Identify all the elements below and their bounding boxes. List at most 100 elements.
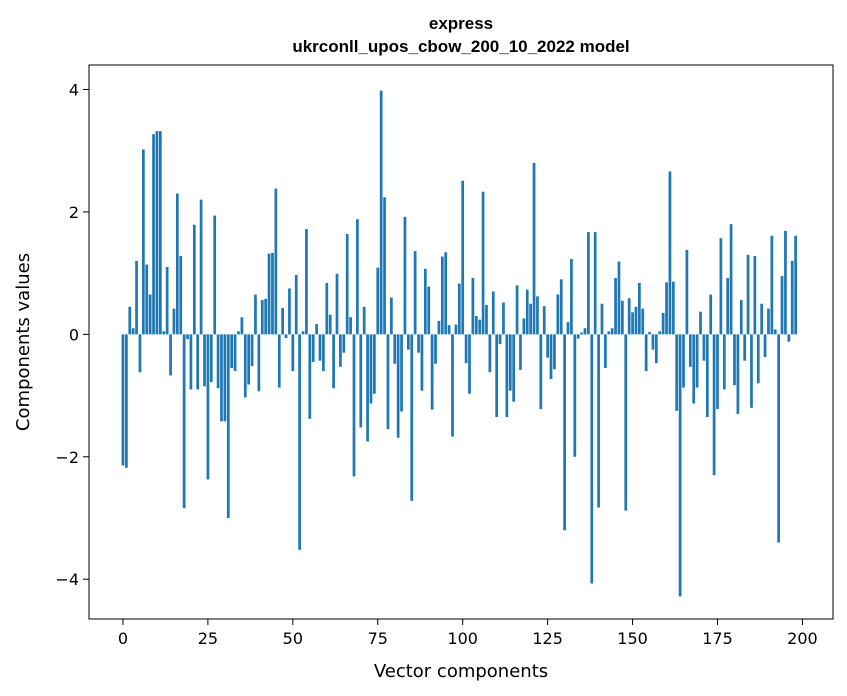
bar: [546, 334, 549, 358]
bar: [627, 298, 631, 335]
bar: [451, 334, 454, 437]
bar: [756, 334, 760, 384]
bar: [719, 238, 723, 335]
bar: [352, 334, 356, 477]
bar: [641, 308, 645, 335]
bar: [240, 317, 244, 335]
bar: [308, 334, 312, 419]
chart-title: express: [429, 14, 493, 33]
bar: [675, 334, 679, 411]
bar: [600, 303, 604, 335]
bar: [614, 278, 617, 335]
bar: [716, 334, 719, 410]
bar: [539, 334, 543, 410]
bar: [784, 230, 787, 335]
bar: [281, 308, 284, 335]
bar: [335, 273, 339, 335]
bar: [685, 249, 689, 335]
bar: [447, 325, 451, 335]
bar: [780, 276, 784, 335]
bar: [495, 334, 499, 417]
x-tick-label: 175: [702, 629, 733, 648]
bar: [658, 331, 662, 335]
bar: [325, 282, 329, 335]
x-tick-label: 75: [368, 629, 388, 648]
bar: [332, 334, 335, 389]
bar: [417, 334, 420, 353]
bar: [318, 334, 322, 361]
bar: [298, 334, 301, 550]
bar: [342, 334, 346, 353]
bar: [294, 274, 298, 335]
bar: [393, 334, 397, 364]
bar: [695, 334, 699, 388]
bar: [359, 334, 363, 428]
bar: [169, 334, 172, 376]
bar: [502, 302, 505, 335]
bar: [172, 308, 176, 335]
bar: [702, 334, 706, 361]
bar: [522, 318, 526, 335]
bar: [277, 334, 281, 388]
bar: [753, 255, 757, 335]
bar: [186, 334, 189, 340]
bar: [247, 334, 251, 385]
bar: [274, 188, 278, 335]
bar: [386, 334, 390, 430]
bar: [264, 298, 268, 335]
bar: [787, 334, 791, 342]
bar: [457, 283, 461, 335]
bar: [593, 232, 597, 335]
bar: [777, 334, 780, 543]
bar: [621, 300, 624, 335]
bar: [512, 334, 516, 402]
bar: [267, 253, 271, 335]
bar: [553, 334, 556, 370]
bar: [131, 328, 135, 335]
bar: [413, 251, 417, 335]
bars-layer: [121, 90, 797, 597]
bar: [196, 334, 200, 390]
bar: [158, 131, 162, 335]
bar: [305, 229, 308, 335]
x-tick-label: 200: [787, 629, 818, 648]
bar: [138, 334, 142, 373]
bar: [271, 252, 274, 335]
bar: [661, 312, 665, 335]
x-axis-label: Vector components: [374, 661, 548, 682]
bar: [794, 235, 797, 335]
y-axis-label: Components values: [13, 253, 34, 431]
bar: [556, 294, 560, 335]
bar: [519, 334, 522, 370]
bar: [437, 320, 441, 335]
bar: [525, 289, 529, 335]
bar: [682, 334, 685, 388]
bar: [226, 334, 230, 518]
bar: [396, 334, 400, 438]
bar: [182, 334, 186, 509]
bar: [549, 334, 553, 380]
bar: [505, 334, 509, 417]
bar: [705, 334, 709, 417]
y-tick-label: 0: [69, 325, 79, 344]
bar: [576, 334, 580, 339]
x-tick-label: 25: [198, 629, 218, 648]
bar: [155, 131, 159, 335]
bar: [481, 191, 485, 335]
bar: [665, 282, 668, 335]
bar: [213, 215, 217, 335]
bar: [763, 334, 767, 357]
plot-frame: [88, 64, 834, 620]
bar: [369, 334, 373, 404]
bar: [671, 281, 675, 335]
chart-subtitle: ukrconll_upos_cbow_200_10_2022 model: [292, 37, 629, 56]
bar: [121, 334, 125, 466]
bar: [563, 334, 566, 531]
bar: [440, 256, 444, 335]
bar: [651, 334, 655, 350]
bar: [284, 334, 288, 339]
bar: [423, 268, 427, 335]
bar: [739, 300, 743, 335]
bar: [604, 334, 607, 369]
